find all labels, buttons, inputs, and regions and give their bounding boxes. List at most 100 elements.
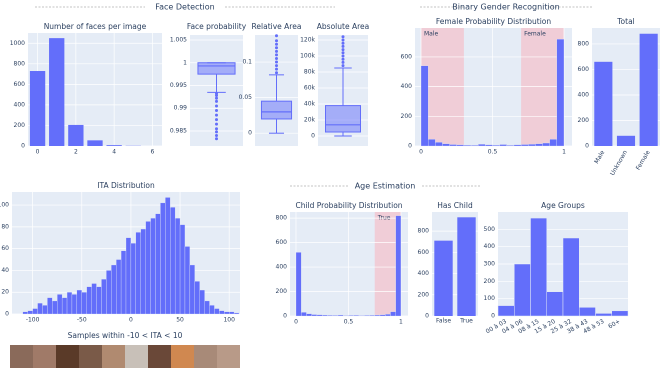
outlier <box>275 34 278 38</box>
histogram-bar <box>219 310 225 315</box>
bar <box>639 33 658 146</box>
histogram-bar <box>463 144 472 147</box>
y-tick-label: 600 <box>401 53 413 60</box>
histogram-bar <box>390 311 396 317</box>
histogram-bar <box>506 145 515 147</box>
histogram-bar <box>61 297 68 315</box>
y-tick-label: 1 <box>183 59 187 66</box>
y-tick-label: 200 <box>14 122 26 129</box>
histogram-bar <box>116 259 122 315</box>
chart-title: Relative Area <box>252 22 302 31</box>
y-tick-label: 0.05 <box>239 94 253 101</box>
y-tick-label: 20 <box>1 289 9 296</box>
bar <box>595 313 612 317</box>
outlier <box>215 122 218 126</box>
histogram-bar <box>42 305 48 315</box>
histogram-bar <box>57 294 63 315</box>
section-header: Age Estimation <box>355 182 416 191</box>
outlier <box>275 42 278 46</box>
histogram-bar <box>470 145 479 147</box>
outlier <box>215 113 218 117</box>
outlier <box>215 96 218 100</box>
outlier <box>341 57 345 61</box>
x-tick-label: Unknown <box>609 149 629 177</box>
histogram-bar <box>165 197 171 315</box>
outlier <box>341 54 345 58</box>
plot-area <box>28 33 162 146</box>
bar <box>497 305 515 317</box>
x-tick-label: 6 <box>151 149 155 156</box>
y-tick-label: 600 <box>418 249 430 256</box>
sample-swatch <box>217 345 240 368</box>
histogram-bar <box>301 312 307 317</box>
histogram-bar <box>374 314 381 317</box>
y-tick-label: 800 <box>14 60 26 67</box>
histogram-bar <box>322 314 328 317</box>
histogram-bar <box>485 144 493 147</box>
outlier <box>275 67 278 71</box>
outlier <box>215 104 218 108</box>
y-tick-label: 0 <box>408 143 412 150</box>
bar <box>579 307 596 317</box>
histogram-bar <box>528 144 536 147</box>
outlier <box>275 49 278 53</box>
y-tick-label: 40 <box>1 267 9 274</box>
histogram-bar <box>379 314 386 317</box>
sample-swatch <box>33 345 56 368</box>
box <box>325 105 361 133</box>
y-tick-label: 0.985 <box>170 127 187 134</box>
y-tick-label: 40k <box>304 101 316 108</box>
chart-title: Absolute Area <box>317 22 369 31</box>
y-tick-label: 60k <box>304 85 316 92</box>
x-tick-label: -50 <box>77 317 87 324</box>
histogram-bar <box>556 38 565 147</box>
x-tick-label: 60+ <box>607 318 621 330</box>
histogram-bar <box>456 144 465 147</box>
y-tick-label: 0 <box>21 143 25 150</box>
histogram-bar <box>111 264 117 315</box>
histogram-bar <box>96 286 102 315</box>
x-tick-label: 2 <box>74 149 78 156</box>
sample-swatch <box>56 345 79 368</box>
histogram-bar <box>395 215 402 317</box>
y-tick-label: 0 <box>311 133 315 140</box>
bar <box>68 124 84 146</box>
histogram-bar <box>106 270 112 315</box>
histogram-bar <box>337 314 344 317</box>
x-tick-label: 1 <box>562 149 566 156</box>
x-tick-label: True <box>459 318 473 325</box>
outlier <box>275 71 278 75</box>
histogram-bar <box>420 65 429 147</box>
sample-swatch <box>148 345 171 368</box>
y-tick-label: 0 <box>491 313 495 320</box>
histogram-bar <box>435 142 443 147</box>
chart-title: Female Probability Distribution <box>436 17 552 26</box>
outlier <box>215 109 218 113</box>
x-tick-label: 0 <box>36 149 40 156</box>
outlier <box>215 94 218 98</box>
histogram-bar <box>179 224 186 315</box>
bar <box>457 217 476 316</box>
x-tick-label: 0.5 <box>488 149 498 156</box>
outlier <box>215 127 218 131</box>
outlier <box>341 60 345 64</box>
y-tick-label: 60 <box>1 245 9 252</box>
outlier <box>215 130 218 134</box>
bar <box>514 263 531 317</box>
histogram-bar <box>81 292 87 315</box>
x-tick-label: 4 <box>112 149 116 156</box>
histogram-bar <box>199 289 205 315</box>
bar <box>106 145 122 146</box>
y-tick-label: 0.99 <box>174 105 188 112</box>
y-tick-label: 600 <box>276 239 288 246</box>
bar <box>87 140 103 146</box>
histogram-bar <box>86 286 92 315</box>
outlier <box>215 118 218 122</box>
histogram-bar <box>233 312 240 315</box>
histogram-bar <box>135 232 141 315</box>
histogram-bar <box>160 202 166 315</box>
sample-swatch <box>194 345 217 368</box>
box <box>197 62 236 75</box>
outlier <box>341 35 345 39</box>
